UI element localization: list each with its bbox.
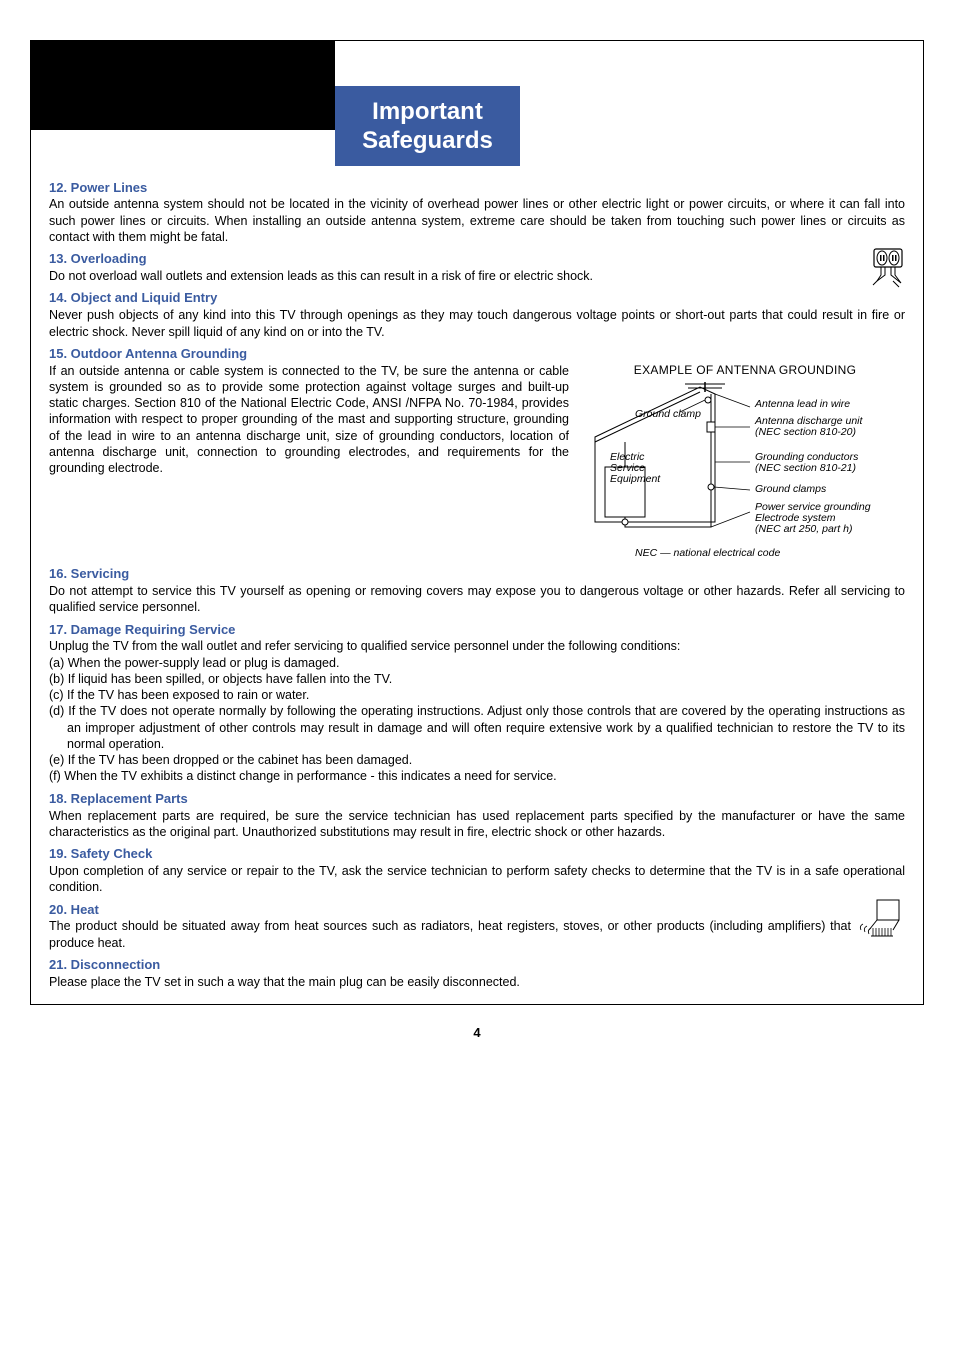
section-13-title: 13. Overloading — [49, 251, 905, 268]
section-17-body: Unplug the TV from the wall outlet and r… — [49, 638, 905, 784]
section-19-body: Upon completion of any service or repair… — [49, 863, 905, 896]
section-14-title: 14. Object and Liquid Entry — [49, 290, 905, 307]
antenna-diagram-svg: Ground clamp Electric Service Equipment … — [585, 382, 905, 542]
label-electric-service: Electric Service Equipment — [610, 451, 661, 485]
section-12-body: An outside antenna system should not be … — [49, 196, 905, 245]
label-power-grounding: Power service grounding Electrode system… — [755, 501, 873, 535]
label-discharge-unit: Antenna discharge unit (NEC section 810-… — [754, 415, 865, 438]
s17-e: (e) If the TV has been dropped or the ca… — [49, 752, 905, 768]
section-12-title: 12. Power Lines — [49, 180, 905, 197]
nec-footnote: NEC — national electrical code — [585, 547, 905, 561]
label-ground-clamps: Ground clamps — [755, 483, 827, 495]
s17-a: (a) When the power-supply lead or plug i… — [49, 655, 905, 671]
diagram-title: EXAMPLE OF ANTENNA GROUNDING — [585, 363, 905, 379]
page-number: 4 — [0, 1025, 954, 1040]
section-18-body: When replacement parts are required, be … — [49, 808, 905, 841]
s17-f: (f) When the TV exhibits a distinct chan… — [49, 768, 905, 784]
outlet-icon — [871, 247, 905, 291]
s17-c: (c) If the TV has been exposed to rain o… — [49, 687, 905, 703]
antenna-diagram: EXAMPLE OF ANTENNA GROUNDING — [585, 363, 905, 561]
section-16-title: 16. Servicing — [49, 566, 905, 583]
section-21-body: Please place the TV set in such a way th… — [49, 974, 905, 990]
section-18-title: 18. Replacement Parts — [49, 791, 905, 808]
label-antenna-lead: Antenna lead in wire — [754, 398, 850, 410]
section-20-title: 20. Heat — [49, 902, 905, 919]
title-line1: Important — [335, 98, 520, 127]
section-16-body: Do not attempt to service this TV yourse… — [49, 583, 905, 616]
section-14-body: Never push objects of any kind into this… — [49, 307, 905, 340]
nec-note-text: NEC — national electrical code — [635, 547, 780, 561]
section-19-title: 19. Safety Check — [49, 846, 905, 863]
s17-b: (b) If liquid has been spilled, or objec… — [49, 671, 905, 687]
content: 12. Power Lines An outside antenna syste… — [31, 166, 923, 1004]
section-15-wrap: If an outside antenna or cable system is… — [49, 363, 905, 561]
black-header-box — [30, 40, 335, 130]
title-line2: Safeguards — [335, 127, 520, 156]
section-13-body: Do not overload wall outlets and extensi… — [49, 268, 905, 284]
label-grounding-cond: Grounding conductors (NEC section 810-21… — [755, 451, 861, 474]
label-ground-clamp: Ground clamp — [635, 408, 701, 420]
header: Important Safeguards — [30, 40, 923, 166]
section-15-body: If an outside antenna or cable system is… — [49, 363, 569, 561]
section-17-title: 17. Damage Requiring Service — [49, 622, 905, 639]
title-box: Important Safeguards — [335, 86, 520, 166]
section-21-title: 21. Disconnection — [49, 957, 905, 974]
heat-icon — [859, 898, 905, 938]
section-15-title: 15. Outdoor Antenna Grounding — [49, 346, 905, 363]
page-frame: Important Safeguards 12. Power Lines An … — [30, 40, 924, 1005]
s17-d: (d) If the TV does not operate normally … — [49, 703, 905, 752]
s17-intro: Unplug the TV from the wall outlet and r… — [49, 638, 905, 654]
section-20-body: The product should be situated away from… — [49, 918, 905, 951]
